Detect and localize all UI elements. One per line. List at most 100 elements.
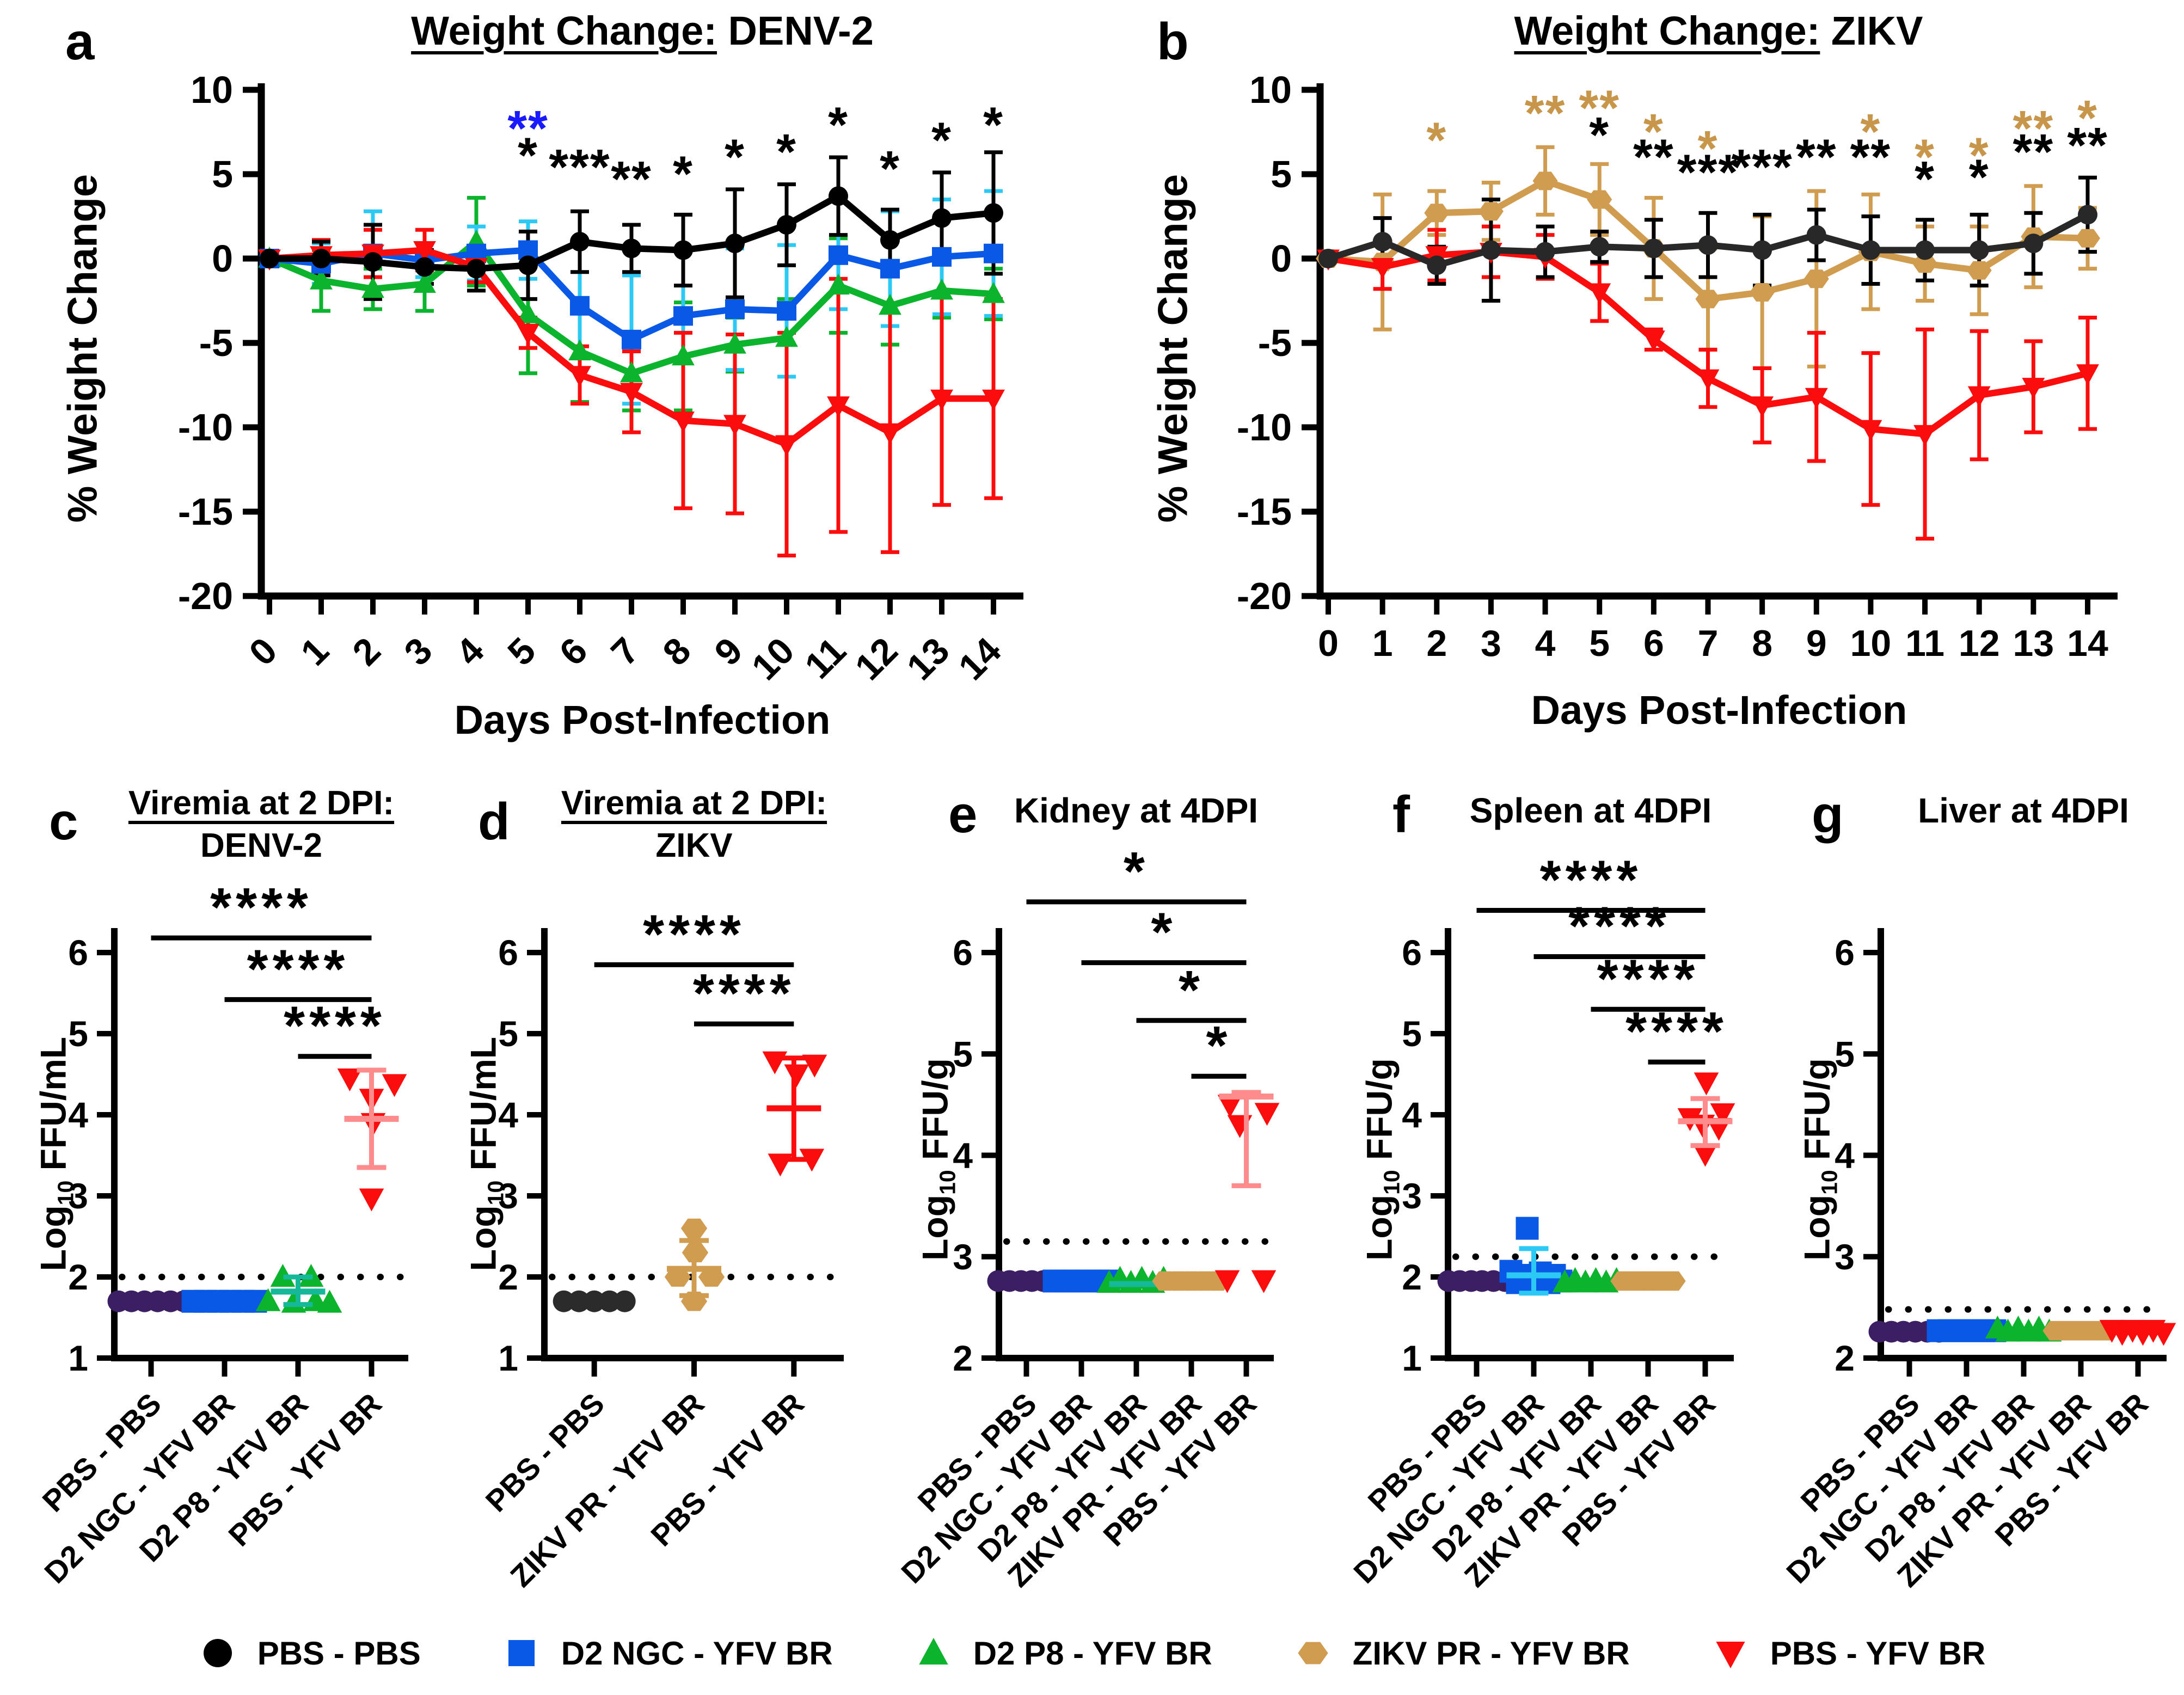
svg-text:9: 9: [1806, 623, 1827, 664]
panel-a-title: Weight Change: DENV-2: [234, 8, 1051, 54]
svg-text:2: 2: [68, 1257, 88, 1297]
panel-b-title-rest: ZIKV: [1820, 8, 1923, 53]
svg-text:-20: -20: [1237, 575, 1292, 617]
panel-d-ylabel-sub: 10: [483, 1180, 508, 1206]
panel-e-title: Kidney at 4DPI: [1014, 791, 1259, 830]
svg-text:2: 2: [1402, 1257, 1422, 1297]
svg-text:*: *: [725, 130, 745, 185]
figure-legend: PBS - PBS D2 NGC - YFV BR D2 P8 - YFV BR…: [0, 1634, 2184, 1672]
svg-text:*: *: [776, 125, 797, 180]
panel-f-title: Spleen at 4DPI: [1469, 791, 1712, 830]
legend-item-pbs-pbs: PBS - PBS: [199, 1634, 421, 1672]
svg-text:3: 3: [953, 1237, 973, 1277]
panel-d-title-line2: ZIKV: [655, 827, 733, 864]
svg-text:5: 5: [1835, 1034, 1855, 1074]
svg-text:***: ***: [549, 140, 610, 195]
svg-text:11: 11: [797, 630, 854, 687]
svg-text:-10: -10: [1237, 406, 1292, 449]
svg-text:*: *: [1589, 108, 1610, 163]
panel-a-yaxis-title: % Weight Change: [59, 174, 106, 523]
svg-text:1: 1: [1372, 623, 1393, 664]
svg-text:10: 10: [744, 630, 802, 688]
svg-text:4: 4: [448, 630, 492, 674]
panel-d-title-line1: Viremia at 2 DPI:: [531, 784, 857, 822]
svg-text:13: 13: [2013, 623, 2054, 664]
svg-text:*: *: [1124, 841, 1149, 902]
svg-text:5: 5: [68, 1014, 88, 1054]
svg-text:**: **: [1525, 85, 1566, 141]
svg-text:3: 3: [68, 1176, 88, 1216]
svg-text:1: 1: [498, 1338, 518, 1378]
svg-text:***: ***: [1731, 140, 1793, 195]
svg-text:10: 10: [191, 69, 233, 111]
svg-text:**: **: [2067, 118, 2108, 173]
svg-text:-10: -10: [178, 406, 233, 449]
svg-text:***: ***: [1677, 145, 1739, 200]
panel-c-ylabel-pre: Log: [33, 1205, 73, 1272]
svg-text:-20: -20: [178, 575, 233, 617]
panel-c-title-line2: DENV-2: [200, 827, 322, 864]
svg-text:-5: -5: [199, 322, 233, 364]
svg-text:6: 6: [1835, 932, 1855, 973]
svg-text:6: 6: [498, 932, 518, 973]
panel-a-title-rest: DENV-2: [716, 8, 874, 53]
svg-text:*: *: [1426, 113, 1447, 168]
svg-text:*: *: [518, 128, 538, 183]
svg-text:****: ****: [1540, 850, 1642, 911]
svg-text:6: 6: [953, 932, 973, 973]
panel-f-yaxis-title: Log10 FFU/g: [1358, 1058, 1404, 1261]
legend-item-d2-ngc: D2 NGC - YFV BR: [502, 1634, 833, 1672]
svg-text:5: 5: [212, 153, 233, 195]
svg-text:*: *: [1151, 902, 1177, 963]
svg-text:**: **: [1796, 130, 1837, 185]
panel-e-ylabel-pre: Log: [915, 1194, 955, 1261]
svg-text:**: **: [2013, 101, 2054, 156]
svg-text:4: 4: [68, 1095, 88, 1135]
panel-f-ylabel-sub: 10: [1379, 1170, 1404, 1195]
svg-text:*: *: [1643, 105, 1664, 160]
svg-text:2: 2: [1835, 1338, 1855, 1378]
svg-text:**: **: [507, 101, 549, 156]
svg-text:8: 8: [1752, 623, 1772, 664]
svg-text:**: **: [1579, 81, 1620, 136]
panel-g-ylabel-pre: Log: [1796, 1194, 1837, 1261]
svg-text:****: ****: [1625, 1001, 1728, 1062]
triangle-down-marker-icon: [1711, 1634, 1750, 1672]
svg-text:7: 7: [1698, 623, 1719, 664]
svg-text:*: *: [1969, 128, 1990, 183]
svg-text:****: ****: [247, 938, 349, 999]
svg-text:4: 4: [498, 1095, 518, 1135]
legend-label: ZIKV PR - YFV BR: [1352, 1635, 1630, 1672]
svg-text:0: 0: [241, 630, 285, 673]
panel-e-ylabel-sub: 10: [935, 1170, 960, 1195]
panel-e-letter: e: [948, 785, 978, 844]
panel-g-ylabel-sub: 10: [1817, 1170, 1842, 1195]
svg-text:14: 14: [2067, 623, 2108, 664]
panel-c-ylabel-sub: 10: [53, 1180, 78, 1206]
legend-label: PBS - YFV BR: [1770, 1635, 1986, 1672]
svg-text:4: 4: [953, 1135, 973, 1176]
svg-text:12: 12: [847, 630, 905, 688]
svg-text:****: ****: [643, 904, 745, 965]
svg-text:1: 1: [293, 630, 336, 673]
panel-g-yaxis-title: Log10 FFU/g: [1796, 1058, 1842, 1261]
panel-d-ylabel-post: FFU/mL: [463, 1036, 504, 1181]
panel-f-letter: f: [1392, 785, 1410, 844]
svg-text:10: 10: [1249, 69, 1292, 111]
svg-text:11: 11: [1905, 623, 1944, 664]
panel-c-title-underlined: Viremia at 2 DPI:: [128, 784, 395, 822]
triangle-up-marker-icon: [915, 1634, 953, 1672]
panel-d-title-underlined: Viremia at 2 DPI:: [561, 784, 827, 822]
svg-text:****: ****: [1597, 948, 1700, 1009]
svg-text:3: 3: [498, 1176, 518, 1216]
legend-label: PBS - PBS: [257, 1635, 421, 1672]
svg-text:*: *: [1861, 105, 1881, 160]
svg-text:****: ****: [210, 877, 312, 938]
svg-text:5: 5: [953, 1034, 973, 1074]
svg-text:6: 6: [551, 630, 595, 673]
panel-f-ylabel-pre: Log: [1359, 1194, 1400, 1261]
panel-c-title-line1: Viremia at 2 DPI:: [98, 784, 425, 822]
panel-g-letter: g: [1812, 785, 1844, 844]
